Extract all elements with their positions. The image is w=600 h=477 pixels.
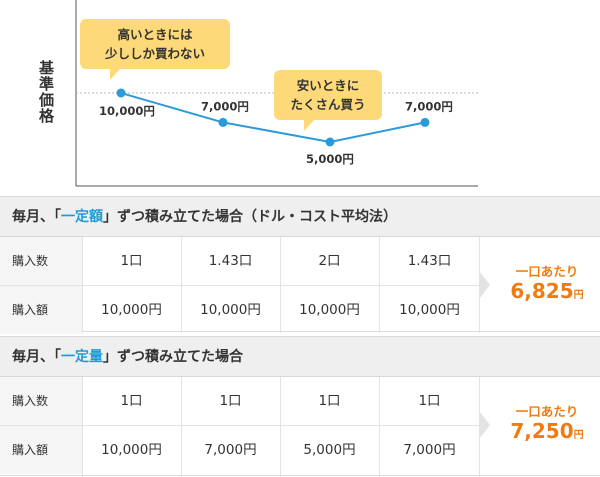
divider (379, 237, 380, 333)
table-row: 購入額 10,000円 7,000円 5,000円 7,000円 (0, 425, 480, 474)
table-cell: 7,000円 (403, 442, 456, 458)
table-cell: 10,000円 (200, 302, 261, 318)
divider (479, 377, 480, 477)
table-cell: 10,000円 (101, 442, 162, 458)
divider (82, 237, 83, 333)
table-row: 購入額 10,000円 10,000円 10,000円 10,000円 (0, 285, 480, 334)
row-label: 購入数 (0, 377, 82, 425)
table-cell: 2口 (318, 253, 341, 269)
result-value-wrap: 7,250円 (494, 419, 600, 443)
result-per-unit: 一口あたり 6,825円 (494, 237, 600, 333)
data-label: 5,000円 (306, 152, 354, 166)
purchase-table-fixed-quantity: 購入数 1口 1口 1口 1口 購入額 10,000円 7,000円 5,000… (0, 376, 600, 477)
table-cell: 1.43口 (208, 253, 253, 269)
table-cell: 10,000円 (299, 302, 360, 318)
divider (280, 377, 281, 477)
row-label: 購入額 (0, 426, 82, 474)
table-cell: 1口 (418, 393, 441, 409)
result-value-wrap: 6,825円 (494, 279, 600, 303)
table-cell: 1口 (318, 393, 341, 409)
table-cell: 1口 (219, 393, 242, 409)
data-label: 7,000円 (405, 99, 453, 113)
arrow-right-icon (480, 412, 490, 438)
chart-svg: 10,000円 7,000円 5,000円 7,000円 (75, 0, 478, 187)
table-cell: 5,000円 (303, 442, 356, 458)
series-line (120, 92, 426, 144)
arrow-right-icon (480, 272, 490, 298)
data-point (218, 117, 228, 127)
annotation-bubble-low: 安いときに たくさん買う (274, 70, 382, 131)
divider (280, 237, 281, 333)
table-cell: 10,000円 (399, 302, 460, 318)
table-cell: 1口 (120, 253, 143, 269)
y-axis-label: 基準価格 (37, 60, 55, 124)
annotation-line: たくさん買う (290, 97, 366, 112)
result-value: 7,250 (510, 419, 574, 443)
divider (479, 237, 480, 333)
table-title: 毎月、「一定量」ずつ積み立てた場合 (0, 336, 600, 376)
price-chart: 基準価格 10,000円 7,000円 5,000円 7,000円 高いときには 少し… (0, 0, 600, 192)
data-point (325, 137, 335, 147)
annotation-line: 少ししか買わない (104, 46, 205, 61)
table-cell: 1口 (120, 393, 143, 409)
result-caption: 一口あたり (515, 404, 579, 419)
annotation-line: 安いときに (296, 78, 360, 93)
table-cell: 1.43口 (407, 253, 452, 269)
table-row: 購入数 1口 1口 1口 1口 (0, 377, 480, 425)
divider (82, 377, 83, 477)
divider (379, 377, 380, 477)
table-row: 購入数 1口 1.43口 2口 1.43口 (0, 237, 480, 285)
annotation-line: 高いときには (117, 27, 193, 42)
result-per-unit: 一口あたり 7,250円 (494, 377, 600, 473)
result-unit: 円 (573, 290, 584, 301)
result-caption: 一口あたり (515, 264, 579, 279)
row-label: 購入額 (0, 286, 82, 334)
result-value: 6,825 (510, 279, 574, 303)
data-label: 7,000円 (201, 99, 249, 113)
purchase-table-fixed-amount: 購入数 1口 1.43口 2口 1.43口 購入額 10,000円 10,000… (0, 236, 600, 334)
divider (181, 237, 182, 333)
table-cell: 7,000円 (204, 442, 257, 458)
table-title: 毎月、「一定額」ずつ積み立てた場合（ドル・コスト平均法） (0, 196, 600, 236)
data-point (116, 88, 126, 98)
result-unit: 円 (573, 430, 584, 441)
divider (181, 377, 182, 477)
data-point (420, 117, 430, 127)
data-label: 10,000円 (99, 104, 155, 118)
annotation-bubble-high: 高いときには 少ししか買わない (80, 19, 230, 80)
row-label: 購入数 (0, 237, 82, 285)
table-cell: 10,000円 (101, 302, 162, 318)
